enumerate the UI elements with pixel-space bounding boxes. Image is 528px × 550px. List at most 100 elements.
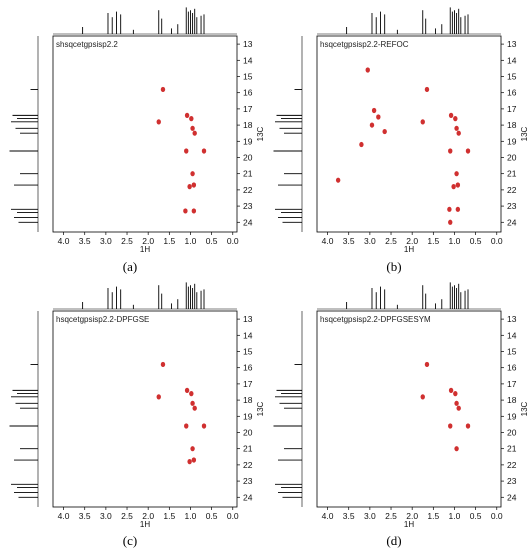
cross-peak: [359, 141, 364, 148]
cross-peak: [189, 391, 194, 397]
y-tick-label: 20: [507, 427, 517, 437]
cross-peak: [420, 394, 425, 400]
cross-peak: [187, 184, 192, 190]
y-tick-label: 17: [243, 379, 253, 389]
x-tick-label: 1.5: [427, 236, 439, 246]
cross-peak: [201, 423, 207, 429]
x-tick-label: 0.5: [470, 511, 482, 521]
x-tick-label: 1.5: [427, 511, 439, 521]
x-tick-label: 3.0: [364, 511, 376, 521]
cross-peak: [156, 119, 161, 125]
x-tick-label: 1.0: [185, 511, 197, 521]
x-tick-label: 2.5: [385, 236, 397, 246]
panel-c: hsqcetgpsisp2.2-DPFGSE 4.0 3.5 3.0 2.5 2.0 1.5…: [0, 275, 264, 550]
x-tick-label: 3.0: [364, 236, 376, 246]
x-tick-label: 2.5: [385, 511, 397, 521]
y-axis-label: 13C: [256, 401, 264, 416]
cross-peak: [190, 125, 195, 131]
nmr-plot-c: hsqcetgpsisp2.2-DPFGSE 4.0 3.5 3.0 2.5 2.0 1.5…: [9, 282, 264, 529]
y-tick-label: 19: [243, 136, 253, 146]
y-tick-label: 24: [243, 492, 253, 502]
x-axis-label: 1H: [404, 520, 414, 529]
cross-peak: [456, 130, 461, 136]
x-tick-label: 0.5: [206, 236, 218, 246]
x-tick-label: 0.0: [491, 511, 503, 521]
y-tick-label: 18: [243, 395, 253, 405]
x-tick-label: 4.0: [322, 511, 334, 521]
y-tick-label: 24: [507, 492, 517, 502]
cross-peak: [183, 208, 188, 214]
y-tick-label: 15: [243, 71, 253, 81]
x-tick-label: 0.0: [227, 511, 239, 521]
plot-frame: [52, 310, 238, 508]
panel-label-d: (d): [386, 533, 402, 548]
y-tick-label: 21: [507, 444, 517, 454]
cross-peak: [160, 361, 166, 368]
y-tick-label: 13: [507, 39, 517, 49]
x-tick-label: 1.0: [449, 511, 461, 521]
cross-peak: [191, 457, 197, 463]
cross-peak: [382, 128, 387, 135]
x-tick-label: 1.0: [185, 236, 197, 246]
y-tick-label: 20: [243, 152, 253, 162]
y-tick-label: 23: [243, 476, 253, 486]
cross-peak: [448, 148, 453, 154]
panel-label-b: (b): [386, 259, 402, 274]
cross-peak: [190, 171, 195, 177]
x-tick-label: 4.0: [58, 236, 70, 246]
nmr-plot-b: hsqcetgpsisp2.2-REFOC 4.0 3.5 3.0 2.5 2.0 1.5 1…: [273, 7, 528, 254]
cross-peak: [454, 171, 459, 177]
cross-peak: [191, 208, 197, 214]
cross-peak: [420, 119, 425, 125]
y-tick-label: 22: [507, 185, 517, 195]
y-tick-label: 18: [507, 395, 517, 405]
cross-peak: [369, 122, 375, 128]
y-tick-label: 18: [507, 120, 517, 130]
plot-frame: [316, 310, 502, 508]
cross-peak: [448, 423, 453, 429]
x-tick-label: 3.5: [79, 236, 91, 246]
y-tick-label: 22: [243, 460, 253, 470]
x-tick-label: 3.5: [79, 511, 91, 521]
x-tick-label: 2.5: [121, 236, 133, 246]
cross-peak: [371, 107, 377, 114]
y-tick-label: 16: [507, 363, 517, 373]
x-tick-label: 4.0: [58, 511, 70, 521]
y-tick-label: 16: [243, 88, 253, 98]
y-tick-label: 16: [507, 88, 517, 98]
y-tick-label: 19: [507, 136, 517, 146]
nmr-plot-a: shsqcetgpsisp2.2 4.0 3.5 3.0 2.5 2.0 1.5 1.0 0.5…: [9, 7, 264, 254]
x-tick-label: 1.5: [163, 236, 175, 246]
x-tick-label: 2.0: [406, 236, 418, 246]
x-tick-label: 3.5: [343, 236, 355, 246]
plot-frame: [52, 35, 238, 233]
cross-peak: [191, 182, 197, 188]
y-tick-label: 22: [243, 185, 253, 195]
panel-b: hsqcetgpsisp2.2-REFOC 4.0 3.5 3.0 2.5 2.0 1.5 1…: [264, 0, 528, 275]
y-tick-label: 13: [507, 314, 517, 324]
y-tick-label: 15: [507, 71, 517, 81]
x-tick-label: 0.0: [491, 236, 503, 246]
y-tick-label: 15: [507, 346, 517, 356]
cross-peak: [454, 400, 459, 406]
y-tick-label: 20: [243, 427, 253, 437]
y-tick-label: 24: [507, 217, 517, 227]
x-tick-label: 1.0: [449, 236, 461, 246]
cross-peak: [453, 391, 458, 397]
cross-peak: [192, 130, 197, 136]
cross-peak: [335, 177, 341, 183]
x-tick-label: 3.5: [343, 511, 355, 521]
cross-peak: [160, 86, 166, 93]
y-tick-label: 14: [507, 330, 517, 340]
x-tick-label: 1.5: [163, 511, 175, 521]
cross-peak: [184, 387, 190, 393]
cross-peak: [192, 405, 197, 411]
cross-peak: [465, 423, 471, 429]
x-axis-label: 1H: [140, 520, 150, 529]
spectrum-title: hsqcetgpsisp2.2-DPFGSESYM: [320, 315, 431, 324]
y-tick-label: 18: [243, 120, 253, 130]
cross-peak: [190, 400, 195, 406]
x-tick-label: 4.0: [322, 236, 334, 246]
cross-peak: [187, 459, 192, 465]
nmr-plot-d: hsqcetgpsisp2.2-DPFGSESYM 4.0 3.5 3.0 2.5 2.0…: [273, 282, 528, 529]
